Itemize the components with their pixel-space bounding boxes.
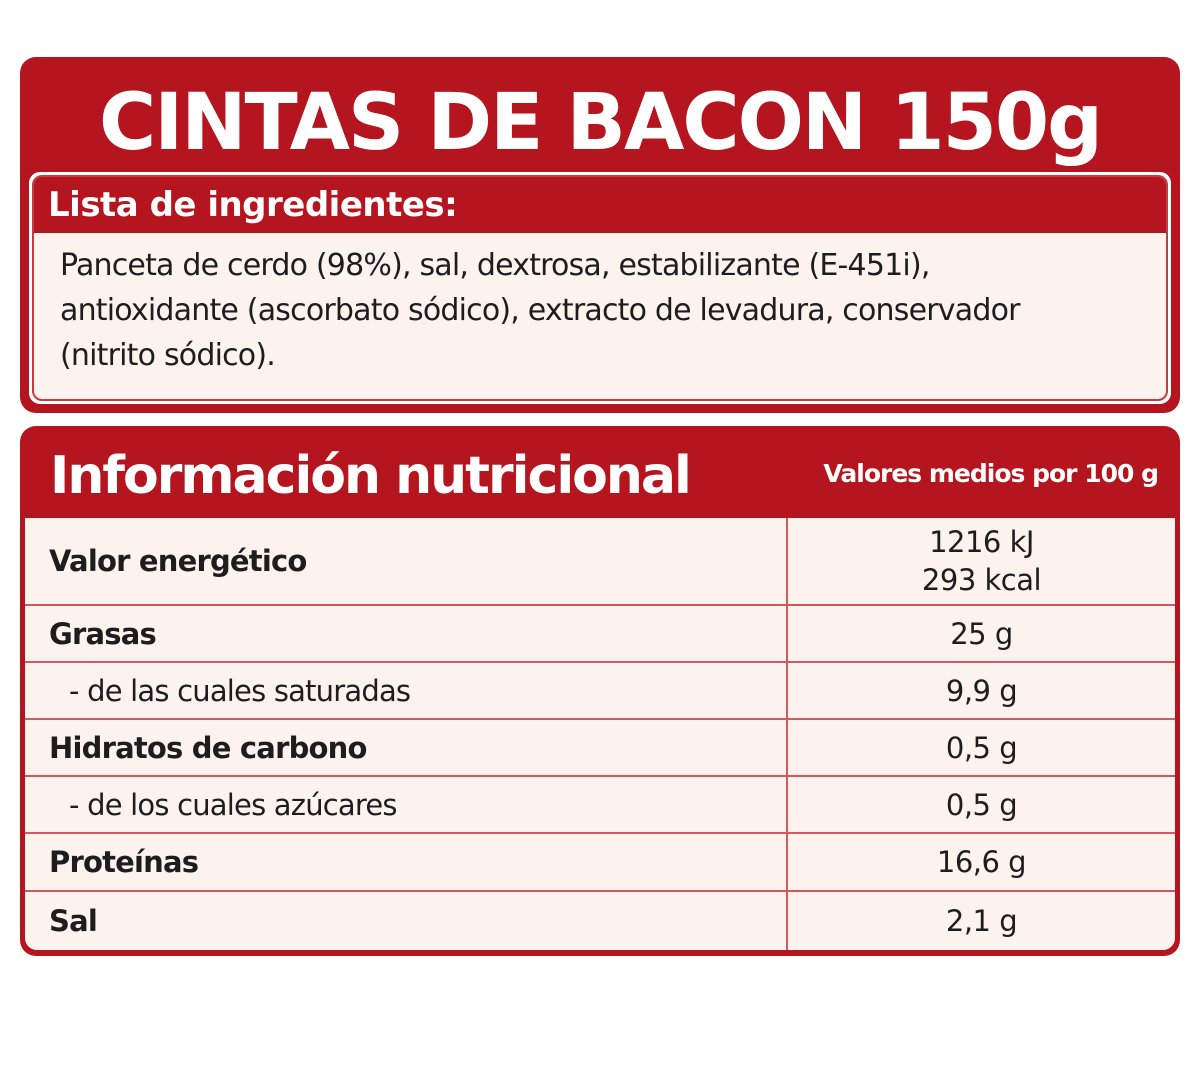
nutrition-label: Valor energético <box>49 544 307 578</box>
ingredients-line: antioxidante (ascorbato sódico), extract… <box>60 293 1020 328</box>
nutrition-value: 1216 kJ 293 kcal <box>788 518 1175 604</box>
nutrition-label: Sal <box>49 904 98 938</box>
energy-kj-value: 1216 kJ <box>929 525 1034 559</box>
ingredients-box: Lista de ingredientes: Panceta de cerdo … <box>26 169 1174 407</box>
nutrition-row-saturated: - de las cuales saturadas 9,9 g <box>25 661 1175 718</box>
ingredients-line: (nitrito sódico). <box>60 338 276 373</box>
nutrition-value: 0,5 g <box>945 730 1018 765</box>
ingredients-inner: Lista de ingredientes: Panceta de cerdo … <box>32 175 1168 401</box>
nutrition-row-fat: Grasas 25 g <box>25 604 1175 661</box>
nutrition-label: Proteínas <box>49 845 199 879</box>
nutrition-label: - de los cuales azúcares <box>69 787 398 822</box>
nutrition-panel: Información nutricional Valores medios p… <box>20 426 1180 956</box>
nutrition-row-salt: Sal 2,1 g <box>25 890 1175 950</box>
ingredients-heading: Lista de ingredientes: <box>34 177 1166 233</box>
nutrition-row-energy: Valor energético 1216 kJ 293 kcal <box>25 518 1175 604</box>
nutrition-header: Información nutricional Valores medios p… <box>20 426 1180 518</box>
nutrition-title: Información nutricional <box>50 446 692 506</box>
nutrition-value: 9,9 g <box>945 673 1018 708</box>
nutrition-row-sugars: - de los cuales azúcares 0,5 g <box>25 775 1175 832</box>
nutrition-table: Valor energético 1216 kJ 293 kcal Grasas… <box>25 518 1175 950</box>
nutrition-value: 2,1 g <box>945 904 1018 938</box>
ingredients-line: Panceta de cerdo (98%), sal, dextrosa, e… <box>60 248 930 283</box>
energy-kcal-value: 293 kcal <box>921 563 1042 597</box>
nutrition-label: Grasas <box>49 616 157 651</box>
nutrition-value: 0,5 g <box>945 787 1018 822</box>
nutrition-value: 25 g <box>950 616 1013 651</box>
nutrition-label: Hidratos de carbono <box>49 730 367 765</box>
nutrition-row-carbs: Hidratos de carbono 0,5 g <box>25 718 1175 775</box>
product-header-panel: CINTAS DE BACON 150g Lista de ingredient… <box>20 57 1180 413</box>
nutrition-label: - de las cuales saturadas <box>69 673 411 708</box>
product-title: CINTAS DE BACON 150g <box>98 78 1103 168</box>
nutrition-row-protein: Proteínas 16,6 g <box>25 832 1175 890</box>
nutrition-subtitle: Valores medios por 100 g <box>823 459 1159 488</box>
ingredients-text: Panceta de cerdo (98%), sal, dextrosa, e… <box>34 233 1166 378</box>
column-divider <box>786 518 788 950</box>
nutrition-value: 16,6 g <box>936 845 1027 879</box>
